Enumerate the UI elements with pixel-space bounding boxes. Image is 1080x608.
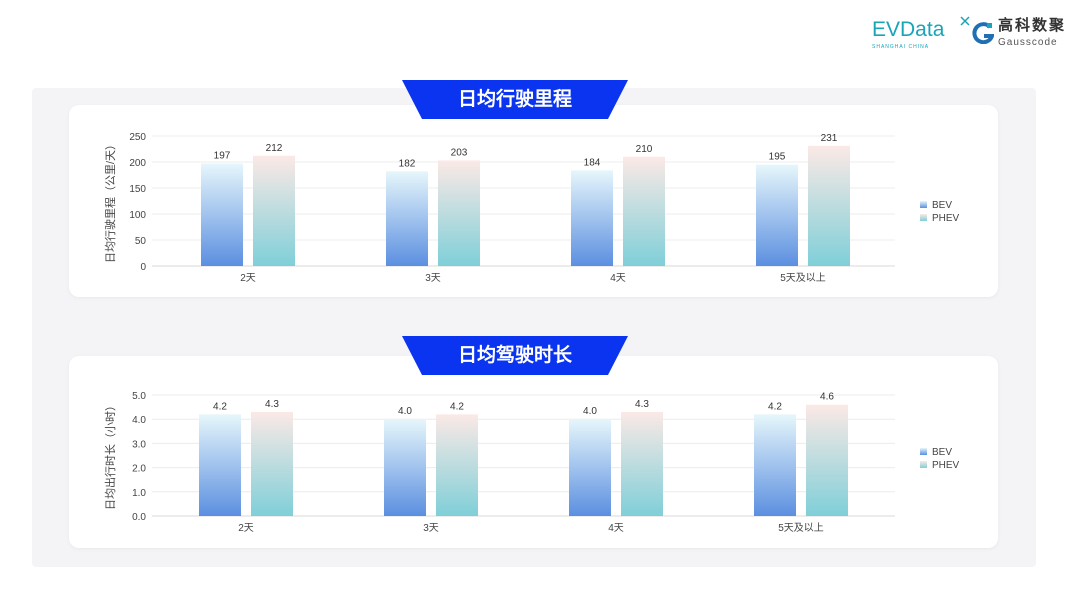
x-tick-label: 2天 xyxy=(240,273,256,284)
data-label: 212 xyxy=(266,143,283,154)
bar-bev xyxy=(569,419,611,516)
bar-phev xyxy=(251,411,293,516)
data-label: 182 xyxy=(399,158,416,169)
data-label: 195 xyxy=(769,152,786,163)
legend-swatch-phev xyxy=(920,461,927,468)
bar-bev xyxy=(199,414,241,516)
bar-bev xyxy=(754,414,796,516)
x-tick-label: 5天及以上 xyxy=(780,272,826,284)
legend-label-bev: BEV xyxy=(932,200,952,211)
bar-bev xyxy=(571,170,613,266)
x-tick-label: 5天及以上 xyxy=(778,522,824,534)
y-axis-label: 日均行驶里程（公里/天） xyxy=(103,139,117,263)
y-tick-label: 50 xyxy=(135,236,147,247)
evdata-logo: EVData SHANGHAI CHINA xyxy=(872,14,970,50)
y-tick-label: 2.0 xyxy=(132,464,146,475)
x-tick-label: 3天 xyxy=(425,273,441,284)
bar-phev xyxy=(623,156,665,266)
duration-title-banner: 日均驾驶时长 xyxy=(402,336,628,375)
gausscode-cn-text: 高科数聚 xyxy=(998,16,1067,34)
data-label: 4.2 xyxy=(213,401,227,412)
y-tick-label: 3.0 xyxy=(132,439,146,450)
legend-label-phev: PHEV xyxy=(932,460,960,471)
y-axis-label: 日均出行时长（小时） xyxy=(103,400,117,510)
data-label: 4.0 xyxy=(398,406,412,417)
y-tick-label: 150 xyxy=(129,184,146,195)
x-tick-label: 4天 xyxy=(608,523,624,534)
mileage-title: 日均行驶里程 xyxy=(457,88,572,110)
y-tick-label: 5.0 xyxy=(132,391,146,402)
bar-phev xyxy=(436,414,478,516)
data-label: 231 xyxy=(821,133,838,144)
y-tick-label: 200 xyxy=(129,158,146,169)
bar-bev xyxy=(384,419,426,516)
y-tick-label: 0.0 xyxy=(132,512,146,523)
bar-bev xyxy=(386,171,428,266)
data-label: 4.2 xyxy=(768,401,782,412)
y-tick-label: 1.0 xyxy=(132,488,146,499)
gausscode-en-text: Gausscode xyxy=(998,37,1058,48)
x-tick-label: 3天 xyxy=(423,523,439,534)
bar-phev xyxy=(253,155,295,266)
data-label: 4.3 xyxy=(635,399,649,410)
evdata-logo-line: EVData xyxy=(872,18,944,42)
evdata-logo-text: EVData xyxy=(872,18,945,41)
bar-bev xyxy=(201,163,243,266)
y-tick-label: 0 xyxy=(140,262,146,273)
y-tick-label: 250 xyxy=(129,132,146,143)
legend-swatch-bev xyxy=(920,448,927,455)
data-label: 4.2 xyxy=(450,401,464,412)
gausscode-logo: 高科数聚 Gausscode xyxy=(972,16,1072,50)
legend-swatch-phev xyxy=(920,214,927,221)
bar-phev xyxy=(806,404,848,516)
bar-phev xyxy=(808,145,850,266)
y-tick-label: 100 xyxy=(129,210,146,221)
bar-phev xyxy=(621,411,663,516)
y-tick-label: 4.0 xyxy=(132,415,146,426)
data-label: 203 xyxy=(451,147,468,158)
evdata-x-mark-icon xyxy=(960,16,970,26)
data-label: 210 xyxy=(636,144,653,155)
x-tick-label: 2天 xyxy=(238,523,254,534)
legend-label-bev: BEV xyxy=(932,447,952,458)
legend-label-phev: PHEV xyxy=(932,213,960,224)
legend-swatch-bev xyxy=(920,201,927,208)
x-tick-label: 4天 xyxy=(610,273,626,284)
mileage-title-banner: 日均行驶里程 xyxy=(402,80,628,119)
data-label: 4.3 xyxy=(265,399,279,410)
data-label: 4.6 xyxy=(820,392,834,403)
data-label: 4.0 xyxy=(583,406,597,417)
data-label: 197 xyxy=(214,151,231,162)
bar-bev xyxy=(756,164,798,266)
data-label: 184 xyxy=(584,157,601,168)
bar-phev xyxy=(438,160,480,266)
duration-title: 日均驾驶时长 xyxy=(457,344,572,366)
evdata-subtext: SHANGHAI CHINA xyxy=(872,44,930,50)
gausscode-logo-icon xyxy=(972,22,994,44)
